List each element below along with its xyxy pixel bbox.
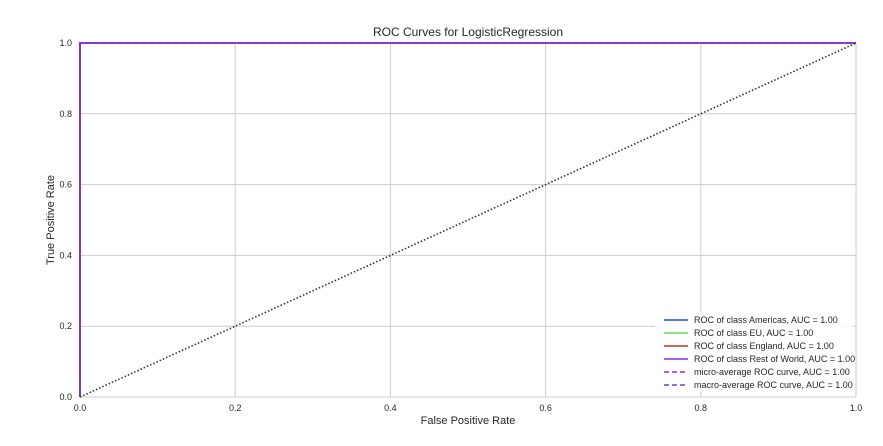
legend: ROC of class Americas, AUC = 1.00 ROC of …: [655, 312, 855, 392]
y-tick-label: 0.0: [59, 392, 72, 402]
y-tick-label: 0.6: [59, 180, 72, 190]
curves: [79, 42, 857, 398]
x-tick-label: 0.4: [384, 403, 397, 413]
ticks: 0.0 0.2 0.4 0.6 0.8 1.0 0.0 0.2 0.4 0.6 0.8 1.0: [59, 38, 862, 413]
legend-entry: micro-average ROC curve, AUC = 1.00: [694, 367, 850, 377]
x-tick-label: 1.0: [850, 403, 863, 413]
y-tick-label: 0.8: [59, 109, 72, 119]
y-tick-label: 0.4: [59, 250, 72, 260]
y-tick-label: 1.0: [59, 38, 72, 48]
reference-diagonal-line: [79, 42, 857, 398]
legend-entry: macro-average ROC curve, AUC = 1.00: [694, 380, 853, 390]
x-tick-label: 0.2: [229, 403, 242, 413]
x-axis-label: False Positive Rate: [421, 415, 516, 427]
legend-box: [655, 312, 853, 392]
legend-entry: ROC of class Americas, AUC = 1.00: [694, 315, 838, 325]
x-tick-label: 0.6: [539, 403, 552, 413]
legend-entry: ROC of class Rest of World, AUC = 1.00: [694, 354, 855, 364]
y-axis-label: True Positive Rate: [45, 175, 57, 265]
x-tick-label: 0.0: [74, 403, 87, 413]
x-tick-label: 0.8: [695, 403, 708, 413]
y-tick-label: 0.2: [59, 321, 72, 331]
grid: [79, 42, 857, 398]
chart-title: ROC Curves for LogisticRegression: [373, 25, 563, 39]
legend-entry: ROC of class EU, AUC = 1.00: [694, 328, 813, 338]
roc-curve-5: [79, 42, 856, 397]
legend-entry: ROC of class England, AUC = 1.00: [694, 341, 834, 351]
